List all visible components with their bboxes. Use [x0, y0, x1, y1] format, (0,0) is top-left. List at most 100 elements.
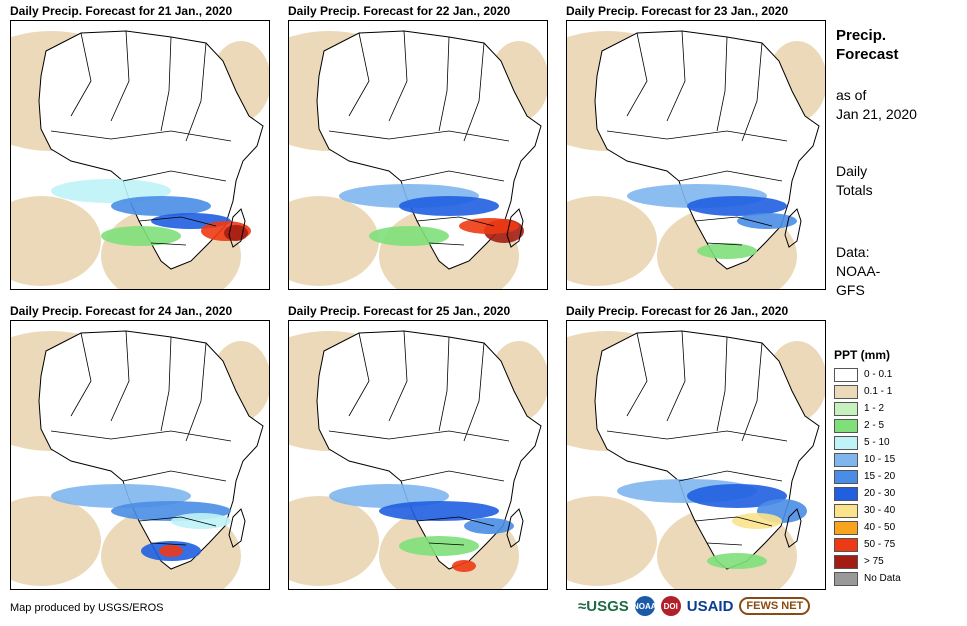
country-border: [185, 42, 207, 142]
map-credit: Map produced by USGS/EROS: [10, 602, 164, 614]
country-border: [122, 470, 227, 482]
legend-item: 2 - 5: [834, 417, 901, 434]
country-border: [741, 42, 763, 142]
map-frame: [566, 20, 826, 290]
country-border: [716, 336, 728, 432]
legend-item: 40 - 50: [834, 519, 901, 536]
legend-swatch: [834, 486, 858, 501]
country-border: [463, 42, 485, 142]
country-border: [110, 330, 130, 422]
legend-label: 0 - 0.1: [864, 369, 893, 380]
map-panel-6: Daily Precip. Forecast for 26 Jan., 2020: [566, 304, 826, 590]
legend-item: 0.1 - 1: [834, 383, 901, 400]
legend-swatch: [834, 537, 858, 552]
country-border: [416, 516, 495, 527]
data-source-line: GFS: [836, 282, 865, 298]
rain-patch: [159, 545, 183, 557]
legend-label: 15 - 20: [864, 471, 896, 482]
totals-line: Totals: [836, 182, 873, 198]
rain-patch: [171, 513, 231, 529]
country-border: [706, 542, 743, 546]
legend-swatch: [834, 554, 858, 569]
legend-label: 30 - 40: [864, 505, 896, 516]
map-panel-4: Daily Precip. Forecast for 24 Jan., 2020: [10, 304, 270, 590]
legend-label: 40 - 50: [864, 522, 896, 533]
rain-patch: [707, 553, 767, 569]
country-border: [626, 332, 648, 417]
country-border: [694, 216, 773, 227]
data-source: Data: NOAA- GFS: [836, 243, 880, 300]
rain-patch: [459, 218, 519, 234]
totals-line: Daily: [836, 163, 868, 179]
legend-item: 15 - 20: [834, 468, 901, 485]
legend-item: > 75: [834, 553, 901, 570]
country-border: [150, 542, 187, 546]
country-border: [666, 30, 686, 122]
country-border: [160, 336, 172, 432]
country-border: [716, 36, 728, 132]
country-border: [328, 130, 510, 142]
dept-seal-logo: DOI: [660, 596, 681, 616]
panel-title: Daily Precip. Forecast for 26 Jan., 2020: [566, 304, 789, 318]
legend-label: No Data: [864, 573, 901, 584]
rain-patch: [687, 484, 787, 508]
country-border: [122, 170, 227, 182]
map-panel-3: Daily Precip. Forecast for 23 Jan., 2020: [566, 4, 826, 290]
country-border: [678, 470, 783, 482]
legend-swatch: [834, 367, 858, 382]
rain-patch: [101, 226, 181, 246]
legend-title: PPT (mm): [834, 348, 891, 362]
country-border: [138, 516, 217, 527]
madagascar-outline: [228, 508, 246, 548]
legend-swatch: [834, 469, 858, 484]
country-border: [741, 342, 763, 442]
totals-label: Daily Totals: [836, 162, 873, 200]
panel-title: Daily Precip. Forecast for 22 Jan., 2020: [288, 4, 511, 18]
dry-area-patch: [289, 196, 379, 286]
country-border: [50, 130, 232, 142]
legend-swatch: [834, 503, 858, 518]
rain-patch: [687, 196, 787, 216]
map-frame: [288, 320, 548, 590]
legend-label: 2 - 5: [864, 420, 885, 431]
legend-label: 0.1 - 1: [864, 386, 893, 397]
dry-area-patch: [289, 496, 379, 586]
legend-label: 1 - 2: [864, 403, 885, 414]
country-border: [70, 32, 92, 117]
legend-label: 20 - 30: [864, 488, 896, 499]
panel-title: Daily Precip. Forecast for 25 Jan., 2020: [288, 304, 511, 318]
map-frame: [10, 320, 270, 590]
map-panel-5: Daily Precip. Forecast for 25 Jan., 2020: [288, 304, 548, 590]
rain-patch: [464, 518, 514, 534]
dry-area-patch: [11, 496, 101, 586]
legend-swatch: [834, 418, 858, 433]
legend-item: 50 - 75: [834, 536, 901, 553]
precip-legend: PPT (mm) 0 - 0.1 0.1 - 1 1 - 2 2 - 5 5 - 10 1…: [834, 348, 901, 587]
as-of-value: Jan 21, 2020: [836, 106, 917, 122]
map-frame: [288, 20, 548, 290]
heading-line: Precip.: [836, 27, 887, 44]
dry-area-patch: [567, 196, 657, 286]
dry-area-patch: [11, 196, 101, 286]
country-border: [438, 336, 450, 432]
country-border: [328, 430, 510, 442]
country-border: [463, 342, 485, 442]
rain-patch: [369, 226, 449, 246]
country-border: [666, 330, 686, 422]
fews-net-logo: FEWS NET: [739, 597, 811, 615]
country-border: [185, 342, 207, 442]
map-panel-2: Daily Precip. Forecast for 22 Jan., 2020: [288, 4, 548, 290]
rain-patch: [379, 501, 499, 521]
madagascar-outline: [506, 208, 524, 248]
legend-item: 1 - 2: [834, 400, 901, 417]
legend-swatch: [834, 401, 858, 416]
panel-title: Daily Precip. Forecast for 24 Jan., 2020: [10, 304, 233, 318]
country-border: [428, 242, 465, 246]
agency-logos: ≈USGS NOAA DOI USAID FEWS NET: [578, 596, 811, 616]
legend-item: No Data: [834, 570, 901, 587]
country-border: [348, 32, 370, 117]
country-border: [678, 170, 783, 182]
as-of-date: as of Jan 21, 2020: [836, 86, 917, 124]
country-border: [400, 170, 505, 182]
map-frame: [10, 20, 270, 290]
